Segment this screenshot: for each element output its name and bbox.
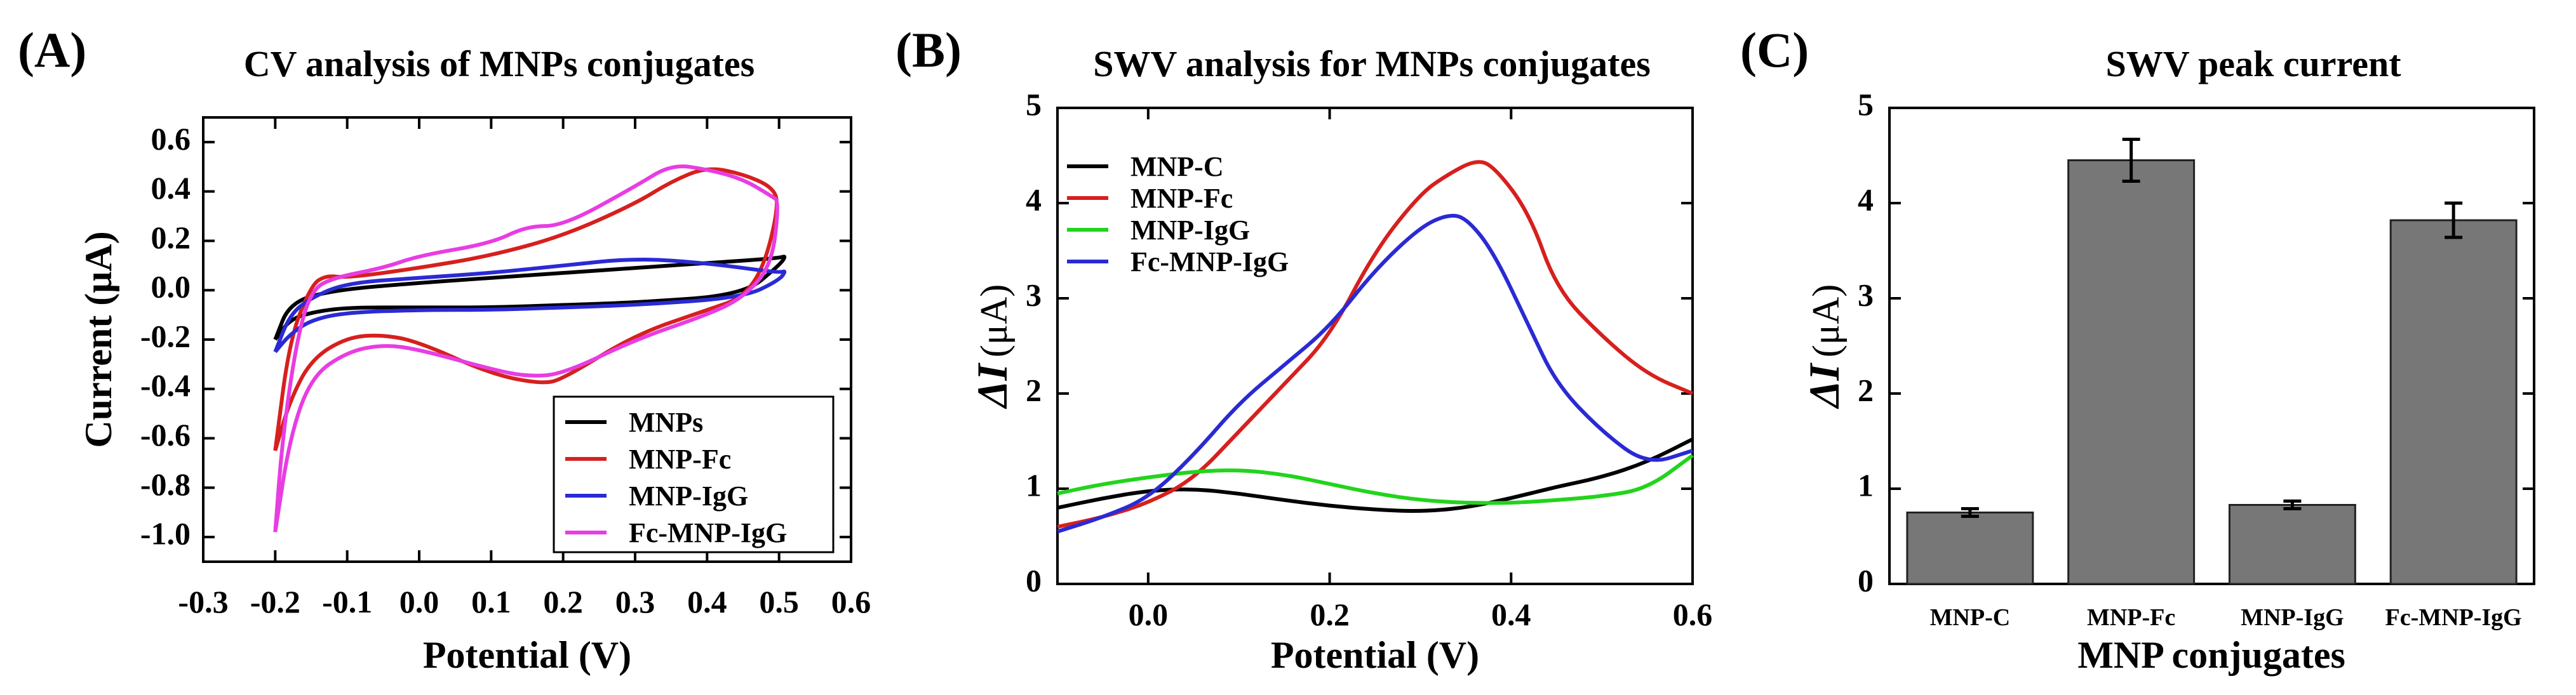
panel-a-series-line-mnp-igg bbox=[273, 258, 787, 354]
panel-b-y-tick-label: 4 bbox=[1026, 182, 1042, 217]
panel-b-legend-label-mnp-fc: MNP-Fc bbox=[1130, 183, 1233, 214]
panel-c-error-bar-mnp-c bbox=[1961, 507, 1979, 518]
panel-b-legend-label-mnp-igg: MNP-IgG bbox=[1130, 215, 1250, 246]
panel-a-x-tick-label: 0.4 bbox=[687, 584, 727, 619]
panel-b-series-line-mnp-c bbox=[1057, 437, 1694, 513]
panel-b-plot-frame bbox=[1056, 107, 1694, 585]
panel-a-legend-label-fc-mnp-igg: Fc-MNP-IgG bbox=[629, 517, 787, 548]
panel-c-y-axis-unit: (μA) bbox=[1805, 284, 1847, 357]
panel-b-x-tick-label: 0.2 bbox=[1310, 597, 1350, 632]
panel-b-legend: MNP-C MNP-Fc MNP-IgG Fc-MNP-IgG bbox=[1067, 151, 1289, 277]
panel-c-y-axis-label: ΔI (μA) bbox=[1800, 284, 1848, 410]
panel-a-ticks bbox=[202, 117, 852, 562]
panel-c-category-label: MNP-Fc bbox=[2087, 604, 2175, 631]
panel-c-y-tick-label: 1 bbox=[1858, 467, 1874, 503]
panel-a-y-tick-label: -0.8 bbox=[140, 467, 191, 502]
panel-b-y-tick-label: 5 bbox=[1026, 86, 1042, 122]
panel-c-error-bar-mnp-igg bbox=[2283, 500, 2302, 510]
panel-c-bars bbox=[1906, 159, 2518, 585]
panel-b-y-tick-labels: 0 1 2 3 4 5 bbox=[1026, 86, 1042, 598]
panel-a-y-tick-labels: 0.6 0.4 0.2 0.0 -0.2 -0.4 -0.6 -0.8 -1.0 bbox=[140, 121, 191, 551]
panel-c-y-tick-label: 0 bbox=[1858, 562, 1874, 598]
panel-a-y-tick-label: 0.2 bbox=[151, 220, 191, 255]
panel-a-x-tick-label: 0.6 bbox=[831, 584, 871, 619]
panel-a-x-tick-label: 0.1 bbox=[471, 584, 511, 619]
panel-c-y-tick-label: 4 bbox=[1858, 182, 1874, 217]
panel-b-legend-label-mnp-c: MNP-C bbox=[1130, 151, 1224, 182]
panel-b-legend-label-fc-mnp-igg: Fc-MNP-IgG bbox=[1130, 246, 1289, 277]
panel-c-category-label: MNP-C bbox=[1930, 604, 2011, 631]
panel-b-y-tick-label: 2 bbox=[1026, 372, 1042, 407]
panel-c-bar-fc-mnp-igg bbox=[2389, 219, 2518, 585]
panel-b: (B) SWV analysis for MNPs conjugates 0.0… bbox=[896, 22, 1712, 676]
panel-a-y-tick-label: -0.2 bbox=[140, 318, 191, 354]
panel-a-letter: (A) bbox=[18, 22, 86, 77]
panel-c-letter: (C) bbox=[1740, 22, 1809, 77]
panel-a-x-tick-labels: -0.3 -0.2 -0.1 0.0 0.1 0.2 0.3 0.4 0.5 0… bbox=[178, 584, 871, 619]
panel-c-y-tick-labels: 0 1 2 3 4 5 bbox=[1858, 86, 1874, 598]
panel-b-y-axis-label: ΔI (μA) bbox=[968, 284, 1016, 410]
panel-b-series bbox=[1057, 160, 1694, 534]
panel-b-series-line-fc-mnp-igg bbox=[1057, 213, 1693, 534]
panel-a-y-tick-label: 0.6 bbox=[151, 121, 191, 156]
panel-c-error-bars bbox=[1961, 138, 2463, 518]
panel-b-x-axis-label: Potential (V) bbox=[1271, 634, 1479, 676]
panel-a-x-tick-label: 0.3 bbox=[615, 584, 655, 619]
panel-a-legend-label-mnp-igg: MNP-IgG bbox=[629, 480, 748, 512]
panel-a-legend-label-mnps: MNPs bbox=[629, 407, 703, 438]
panel-a-x-tick-label: 0.0 bbox=[399, 584, 439, 619]
panel-c-bar-mnp-igg bbox=[2228, 504, 2356, 585]
panel-a-y-tick-label: 0.0 bbox=[151, 269, 191, 305]
panel-c-y-tick-label: 3 bbox=[1858, 277, 1874, 312]
panel-a-x-tick-label: 0.5 bbox=[759, 584, 799, 619]
panel-a-series bbox=[273, 164, 787, 533]
panel-c-category-label: MNP-IgG bbox=[2241, 604, 2344, 631]
panel-b-letter: (B) bbox=[896, 22, 962, 77]
panel-a-y-axis-label: Current (μA) bbox=[77, 231, 119, 447]
panel-c: (C) SWV peak current MNP-C MNP-Fc MNP-Ig… bbox=[1740, 22, 2535, 676]
panel-c-y-tick-label: 2 bbox=[1858, 372, 1874, 407]
panel-b-series-line-mnp-igg bbox=[1057, 454, 1694, 505]
panel-a-series-line-fc-mnp-igg bbox=[273, 164, 779, 533]
panel-a-legend: MNPs MNP-Fc MNP-IgG Fc-MNP-IgG bbox=[553, 395, 835, 553]
panel-a-y-tick-label: -0.6 bbox=[140, 417, 191, 453]
panel-c-y-tick-label: 5 bbox=[1858, 86, 1874, 122]
panel-c-bar-mnp-c bbox=[1906, 512, 2034, 585]
panel-c-category-labels: MNP-C MNP-Fc MNP-IgG Fc-MNP-IgG bbox=[1930, 604, 2522, 631]
panel-b-x-tick-label: 0.0 bbox=[1129, 597, 1169, 632]
panel-b-y-axis-unit: (μA) bbox=[973, 284, 1015, 357]
panel-c-y-axis-symbol: ΔI bbox=[1800, 362, 1848, 410]
panel-b-y-tick-label: 3 bbox=[1026, 277, 1042, 312]
panel-c-bar-mnp-fc bbox=[2067, 159, 2196, 585]
panel-b-x-tick-label: 0.4 bbox=[1491, 597, 1531, 632]
panel-a-y-tick-label: -1.0 bbox=[140, 516, 191, 552]
panel-a-x-tick-label: -0.1 bbox=[322, 584, 372, 619]
panel-c-category-label: Fc-MNP-IgG bbox=[2385, 604, 2521, 631]
panel-b-series-line-mnp-fc bbox=[1057, 160, 1694, 529]
panel-a-y-tick-label: 0.4 bbox=[151, 170, 191, 206]
panel-a-series-line-mnps bbox=[273, 255, 787, 341]
panel-c-error-bar-fc-mnp-igg bbox=[2445, 201, 2463, 239]
panel-a-x-axis-label: Potential (V) bbox=[423, 634, 631, 676]
panel-b-x-tick-labels: 0.0 0.2 0.4 0.6 bbox=[1129, 597, 1713, 632]
panel-b-y-axis-symbol: ΔI bbox=[968, 362, 1016, 410]
panel-a-title: CV analysis of MNPs conjugates bbox=[244, 43, 755, 84]
panel-a-x-tick-label: 0.2 bbox=[543, 584, 583, 619]
panel-b-title: SWV analysis for MNPs conjugates bbox=[1093, 43, 1651, 84]
panel-b-y-tick-label: 0 bbox=[1026, 562, 1042, 598]
panel-c-error-bar-mnp-fc bbox=[2122, 138, 2140, 183]
panel-a-y-tick-label: -0.4 bbox=[140, 367, 191, 403]
panel-a-x-tick-label: -0.2 bbox=[250, 584, 300, 619]
panel-c-plot-frame bbox=[1888, 107, 2535, 585]
panel-b-x-tick-label: 0.6 bbox=[1673, 597, 1713, 632]
panel-c-title: SWV peak current bbox=[2105, 43, 2401, 84]
panel-b-ticks bbox=[1057, 107, 1694, 585]
panel-c-x-axis-label: MNP conjugates bbox=[2077, 634, 2345, 676]
panel-a: (A) CV analysis of MNPs conjugates -0.3 … bbox=[18, 22, 871, 676]
panel-a-x-tick-label: -0.3 bbox=[178, 584, 228, 619]
panel-b-y-tick-label: 1 bbox=[1026, 467, 1042, 503]
panel-a-legend-label-mnp-fc: MNP-Fc bbox=[629, 444, 731, 475]
